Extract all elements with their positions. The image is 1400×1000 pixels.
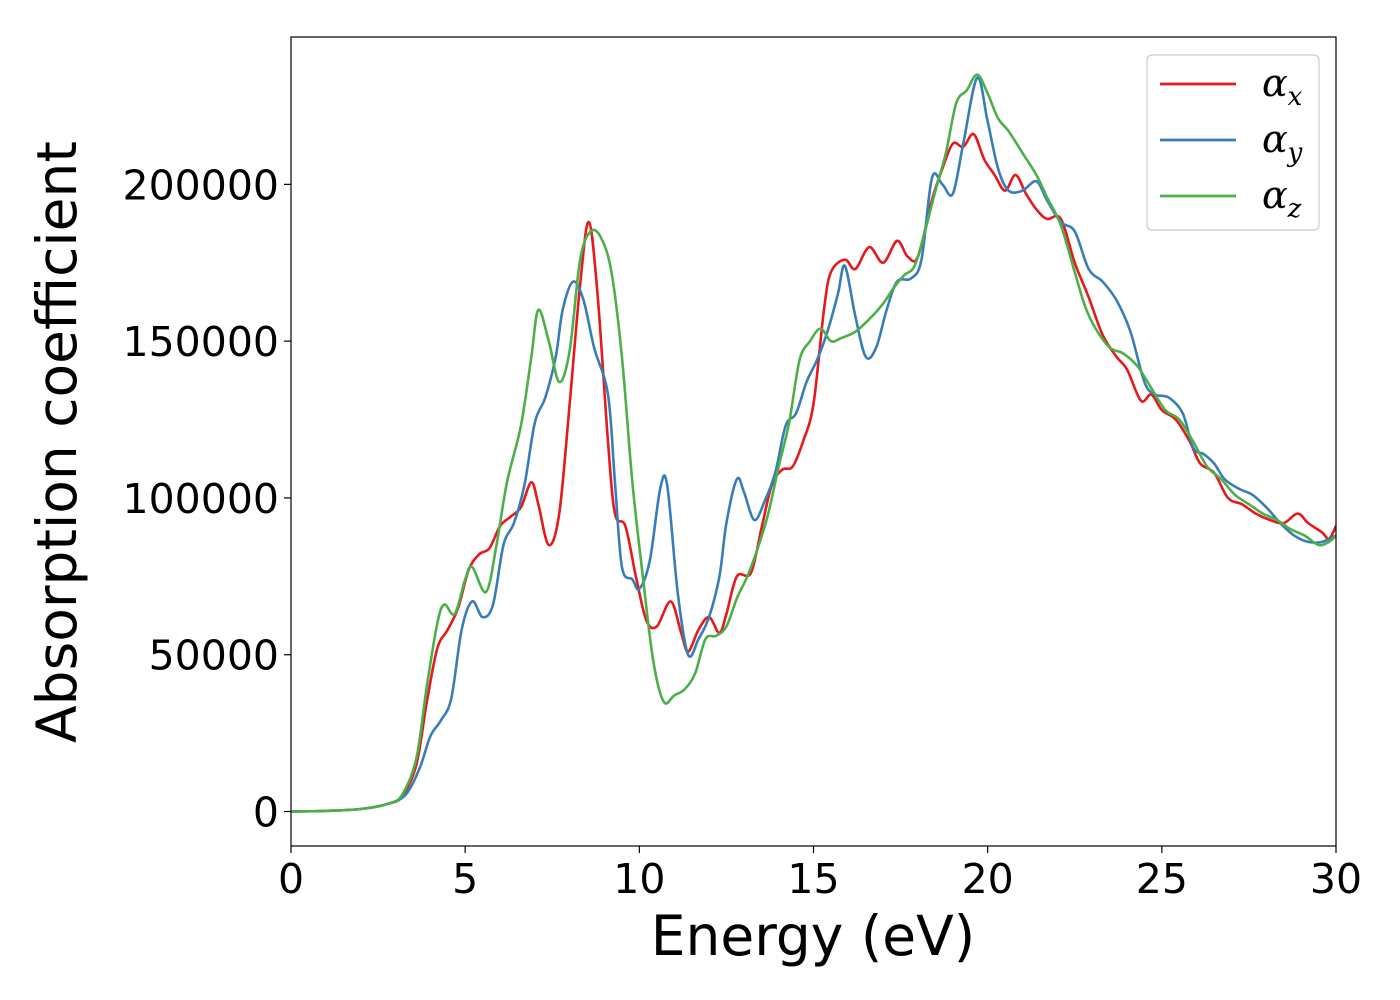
y-tick-label: 100000: [122, 475, 279, 523]
legend-label-x: αx: [1262, 61, 1303, 112]
legend-box: [1146, 54, 1320, 231]
x-axis-label: Energy (eV): [651, 904, 975, 968]
tick-layer: 0 5 10 15 20 25 30 0 50000 100000 150000 200000: [122, 161, 1362, 903]
y-tick-label: 0: [253, 789, 279, 837]
x-tick-label: 20: [962, 855, 1014, 903]
y-tick-label: 150000: [122, 318, 279, 366]
y-axis-label: Absorption coefficient: [25, 141, 89, 743]
y-tick-label: 50000: [149, 632, 279, 680]
x-tick-label: 10: [613, 855, 665, 903]
x-tick-label: 25: [1136, 855, 1188, 903]
legend-label-z: αz: [1262, 173, 1302, 224]
x-tick-label: 5: [452, 855, 478, 903]
y-tick-label: 200000: [122, 161, 279, 209]
series-line-y: [291, 76, 1336, 813]
series-line-x: [291, 132, 1336, 813]
series-layer: [291, 73, 1336, 813]
x-tick-label: 30: [1310, 855, 1362, 903]
x-tick-label: 15: [787, 855, 839, 903]
legend-label-y: αy: [1262, 117, 1303, 168]
x-tick-label: 0: [278, 855, 304, 903]
series-line-z: [291, 73, 1336, 813]
